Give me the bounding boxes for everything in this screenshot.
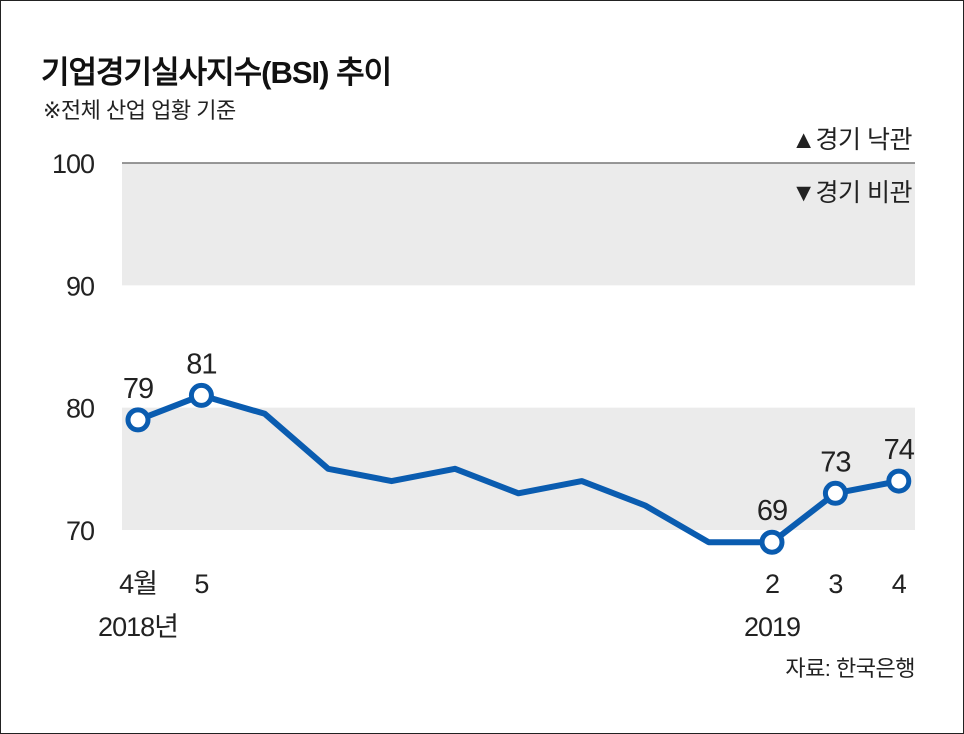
data-label: 73: [820, 446, 850, 478]
source-note: 자료: 한국은행: [785, 656, 915, 681]
legend-item-0: ▲경기 낙관: [791, 126, 912, 154]
x-tick-label: 4: [892, 569, 907, 599]
y-tick-label-90: 90: [66, 271, 94, 301]
chart-title: 기업경기실사지수(BSI) 추이: [41, 55, 392, 90]
data-point-marker: [886, 468, 912, 494]
data-label: 69: [757, 495, 787, 527]
x-tick-label: 4월: [119, 569, 157, 599]
x-tick-label: 5: [194, 569, 208, 599]
x-tick-label: 2: [765, 569, 779, 599]
data-label: 81: [186, 348, 216, 380]
y-tick-label-80: 80: [66, 394, 94, 424]
data-point-marker: [759, 529, 785, 555]
legend-item-1: ▼경기 비관: [791, 179, 912, 207]
x-tick-label: 3: [828, 569, 842, 599]
data-point-marker: [188, 382, 214, 408]
data-label: 79: [123, 373, 153, 405]
data-point-marker: [125, 407, 151, 433]
y-tick-label-70: 70: [66, 516, 94, 546]
shaded-band-1: [122, 407, 915, 530]
data-point-marker: [822, 480, 848, 506]
x-tick-year-label: 2018년: [98, 612, 178, 642]
x-tick-year-label: 2019: [744, 612, 800, 642]
chart-subtitle: ※전체 산업 업황 기준: [43, 98, 236, 123]
data-label: 74: [884, 434, 915, 466]
y-tick-label-100: 100: [52, 149, 94, 179]
shaded-band-0: [122, 163, 915, 286]
